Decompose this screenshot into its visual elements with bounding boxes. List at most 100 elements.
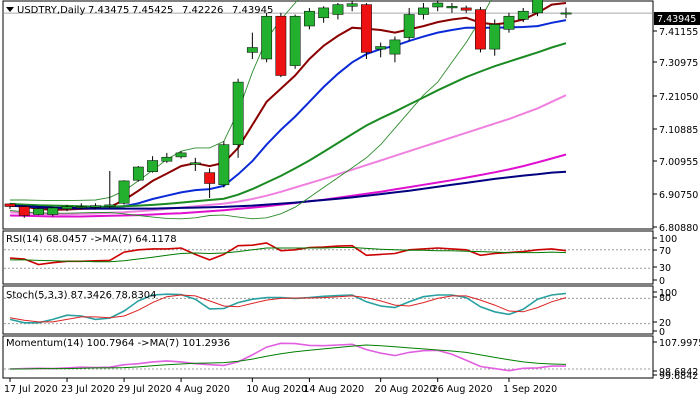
last-price-label-box: [654, 12, 700, 25]
candle[interactable]: [475, 6, 486, 53]
candle[interactable]: [132, 166, 144, 182]
candle-body: [147, 160, 158, 172]
candle-body: [275, 15, 287, 76]
candle[interactable]: [104, 171, 116, 208]
candle-body: [389, 39, 401, 55]
candle[interactable]: [304, 7, 315, 30]
candle[interactable]: [532, 0, 543, 17]
date-axis-tick-label: 10 Aug 2020: [246, 384, 307, 395]
candle-body: [446, 6, 458, 9]
candle-body: [104, 204, 116, 207]
candle[interactable]: [403, 7, 415, 41]
candle[interactable]: [446, 3, 458, 13]
rsi-axis-tick-label: 100: [659, 234, 677, 245]
momentum-panel[interactable]: Momentum(14) 100.7964 ->MA(7) 101.2936 1…: [2, 335, 700, 382]
moving-average-line-6: [9, 170, 567, 210]
candle[interactable]: [432, 0, 444, 12]
candle[interactable]: [75, 203, 87, 210]
candle[interactable]: [275, 12, 287, 78]
momentum-title: Momentum(14) 100.7964 ->MA(7) 101.2936: [6, 338, 230, 349]
candle-body: [489, 24, 501, 50]
candle[interactable]: [418, 3, 429, 20]
date-axis-tick-label: 23 Jul 2020: [61, 384, 115, 395]
candle-body: [517, 10, 529, 20]
momentum-axis-tick-label: 99.6842: [659, 371, 698, 382]
candle[interactable]: [189, 157, 201, 171]
candle[interactable]: [147, 156, 158, 173]
chart-header-open: 7.43475: [88, 5, 129, 16]
candle[interactable]: [90, 203, 101, 209]
candle-body: [33, 208, 44, 215]
candle[interactable]: [318, 6, 330, 23]
price-axis-tick-label: 6.90750: [659, 190, 698, 201]
date-axis-tick-label: 20 Aug 2020: [375, 384, 436, 395]
candle[interactable]: [361, 3, 372, 59]
candle[interactable]: [47, 206, 59, 217]
candle-body: [218, 144, 230, 186]
candle[interactable]: [175, 151, 187, 159]
candle-body: [232, 81, 244, 145]
last-price-label-text: 7.43945: [657, 14, 696, 25]
candle-body: [318, 7, 330, 19]
candle-body: [560, 12, 572, 15]
candle[interactable]: [261, 12, 273, 63]
candle-body: [532, 0, 543, 14]
candle-body: [47, 207, 59, 215]
candle[interactable]: [33, 207, 44, 216]
chart-header-close: 7.43945: [232, 5, 273, 16]
candle[interactable]: [118, 180, 130, 205]
candle[interactable]: [375, 42, 387, 58]
rsi-panel-frame: [2, 230, 654, 285]
candle[interactable]: [389, 36, 401, 63]
chart-header-triangle-icon: [6, 7, 14, 12]
candle-body: [418, 7, 429, 15]
candle-body: [304, 10, 315, 27]
candle[interactable]: [218, 141, 230, 188]
candle-body: [289, 15, 301, 66]
stochastic-title: Stoch(5,3,3) 87.3426 78.8304: [6, 290, 157, 301]
candle-body: [4, 203, 16, 207]
candle[interactable]: [232, 78, 244, 158]
candle[interactable]: [204, 168, 216, 199]
moving-average-line-3: [9, 42, 567, 208]
candle[interactable]: [517, 7, 529, 23]
candle[interactable]: [289, 14, 301, 69]
price-axis-tick-label: 7.00955: [659, 157, 698, 168]
candle[interactable]: [61, 204, 73, 212]
rsi-line-1: [9, 242, 567, 266]
price-axis-tick-label: 7.41155: [659, 27, 698, 38]
candle[interactable]: [161, 152, 173, 163]
moving-average-line-4: [9, 94, 567, 216]
rsi-axis-tick-label: 0: [659, 276, 665, 287]
candle-body: [261, 15, 273, 60]
candle[interactable]: [346, 1, 358, 12]
candle-body: [432, 2, 444, 8]
candle[interactable]: [503, 12, 515, 33]
candle[interactable]: [4, 203, 16, 209]
moving-average-line-7: [10, 0, 299, 202]
date-axis: 17 Jul 2020 23 Jul 2020 29 Jul 2020 4 Aug 2…: [4, 378, 557, 395]
candle[interactable]: [246, 32, 258, 59]
candle-body: [332, 4, 344, 15]
candle-body: [118, 180, 130, 204]
candle-body: [460, 7, 472, 11]
candle-body: [246, 47, 258, 53]
candle[interactable]: [460, 5, 472, 13]
stochastic-line-2: [9, 294, 567, 323]
rsi-line-2: [10, 247, 567, 263]
stochastic-axis-tick-label: 20: [659, 318, 671, 329]
candle[interactable]: [489, 19, 501, 56]
candle[interactable]: [332, 3, 344, 20]
rsi-title: RSI(14) 68.0457 ->MA(7) 64.1178: [6, 234, 177, 245]
last-price-label: 7.43945: [654, 12, 700, 25]
stochastic-panel-frame: [2, 285, 654, 335]
candle[interactable]: [560, 7, 572, 19]
candle[interactable]: [18, 205, 30, 218]
price-panel[interactable]: USDTRY,Daily 7.43475 7.45425 7.42226 7.4…: [2, 0, 700, 234]
candle-body: [503, 15, 515, 30]
date-axis-tick-label: 4 Aug 2020: [175, 384, 230, 395]
candle-body: [175, 152, 187, 158]
